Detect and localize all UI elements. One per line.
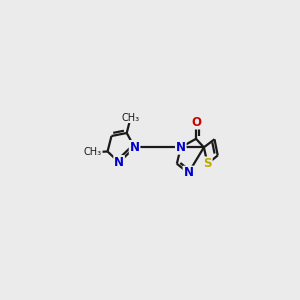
Text: CH₃: CH₃ (84, 147, 102, 157)
Text: CH₃: CH₃ (122, 112, 140, 122)
Text: S: S (203, 157, 212, 170)
Text: N: N (130, 141, 140, 154)
Text: N: N (114, 156, 124, 169)
Text: N: N (183, 167, 194, 179)
Text: O: O (191, 116, 201, 129)
Text: N: N (176, 141, 186, 154)
